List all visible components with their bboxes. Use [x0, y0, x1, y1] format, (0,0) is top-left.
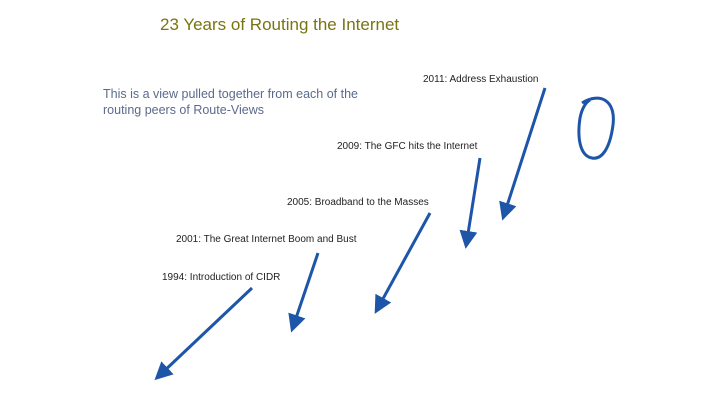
description-line: This is a view pulled together from each…: [103, 87, 358, 101]
arrow: [154, 286, 254, 381]
description-line: routing peers of Route-Views: [103, 103, 264, 117]
arrow: [459, 157, 482, 249]
arrow: [288, 252, 320, 333]
handwritten-zero: [577, 96, 615, 160]
annotation: 1994: Introduction of CIDR: [162, 272, 280, 283]
annotation: 2009: The GFC hits the Internet: [337, 141, 478, 152]
annotation: 2001: The Great Internet Boom and Bust: [176, 234, 357, 245]
arrow: [374, 212, 432, 314]
annotation: 2011: Address Exhaustion: [423, 74, 538, 85]
arrow: [499, 87, 547, 221]
slide-title: 23 Years of Routing the Internet: [160, 15, 399, 34]
annotation: 2005: Broadband to the Masses: [287, 197, 429, 208]
